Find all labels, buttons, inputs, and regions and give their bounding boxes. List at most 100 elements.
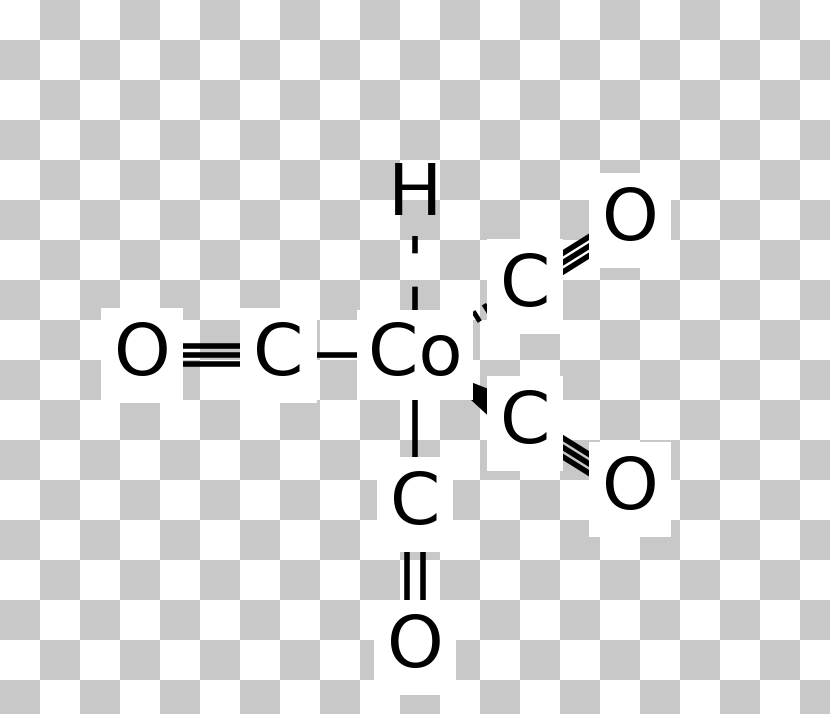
Bar [760, 0, 800, 40]
Bar [400, 520, 440, 560]
Bar [600, 640, 640, 680]
Bar [0, 400, 40, 440]
Text: C: C [253, 321, 304, 390]
Bar [120, 80, 160, 120]
Bar [640, 640, 680, 680]
Bar [360, 400, 400, 440]
Bar [120, 600, 160, 640]
Bar [200, 160, 240, 200]
Bar [560, 80, 600, 120]
Bar [400, 40, 440, 80]
Bar [280, 520, 320, 560]
Bar [760, 280, 800, 320]
Bar [400, 560, 440, 600]
Bar [0, 560, 40, 600]
Bar [360, 360, 400, 400]
Bar [280, 0, 320, 40]
Bar [160, 0, 200, 40]
Bar [40, 440, 80, 480]
Bar [520, 440, 560, 480]
Bar [360, 120, 400, 160]
Bar [0, 80, 40, 120]
Bar [200, 120, 240, 160]
Bar [560, 280, 600, 320]
Bar [440, 280, 480, 320]
Bar [320, 440, 360, 480]
Bar [800, 640, 830, 680]
Bar [0, 40, 40, 80]
Bar [680, 200, 720, 240]
Bar [600, 360, 640, 400]
Bar [160, 520, 200, 560]
Bar [560, 240, 600, 280]
Bar [600, 240, 640, 280]
Bar [400, 120, 440, 160]
Bar [80, 520, 120, 560]
Bar [280, 120, 320, 160]
Bar [520, 40, 560, 80]
Bar [720, 640, 760, 680]
Bar [640, 40, 680, 80]
Bar [440, 480, 480, 520]
Bar [440, 40, 480, 80]
Bar [120, 160, 160, 200]
Bar [800, 520, 830, 560]
Bar [0, 640, 40, 680]
Bar [200, 520, 240, 560]
Bar [40, 80, 80, 120]
Bar [240, 440, 280, 480]
Bar [720, 520, 760, 560]
Bar [320, 280, 360, 320]
Bar [320, 0, 360, 40]
Bar [560, 520, 600, 560]
Bar [680, 360, 720, 400]
Bar [80, 640, 120, 680]
Bar [240, 160, 280, 200]
Bar [440, 680, 480, 714]
Bar [400, 400, 440, 440]
Bar [520, 280, 560, 320]
Bar [800, 200, 830, 240]
Bar [240, 80, 280, 120]
Bar [760, 240, 800, 280]
Bar [560, 360, 600, 400]
Bar [640, 440, 680, 480]
Bar [80, 80, 120, 120]
Bar [320, 120, 360, 160]
Bar [360, 80, 400, 120]
Bar [240, 360, 280, 400]
Bar [280, 360, 320, 400]
Bar [760, 440, 800, 480]
Bar [80, 680, 120, 714]
Bar [120, 640, 160, 680]
Bar [40, 40, 80, 80]
Bar [400, 80, 440, 120]
Bar [640, 160, 680, 200]
Bar [320, 600, 360, 640]
Bar [600, 160, 640, 200]
Bar [520, 520, 560, 560]
Bar [320, 480, 360, 520]
Bar [680, 600, 720, 640]
Text: O: O [602, 186, 658, 255]
Bar [440, 200, 480, 240]
Text: O: O [114, 321, 170, 390]
Bar [40, 680, 80, 714]
Bar [560, 200, 600, 240]
Bar [240, 240, 280, 280]
Bar [800, 280, 830, 320]
Bar [360, 680, 400, 714]
Bar [480, 640, 520, 680]
Bar [0, 200, 40, 240]
Bar [40, 600, 80, 640]
Bar [400, 200, 440, 240]
Bar [720, 600, 760, 640]
Bar [720, 360, 760, 400]
Bar [480, 280, 520, 320]
Bar [200, 0, 240, 40]
Bar [40, 0, 80, 40]
Bar [720, 440, 760, 480]
Bar [280, 160, 320, 200]
Bar [240, 640, 280, 680]
Bar [400, 680, 440, 714]
